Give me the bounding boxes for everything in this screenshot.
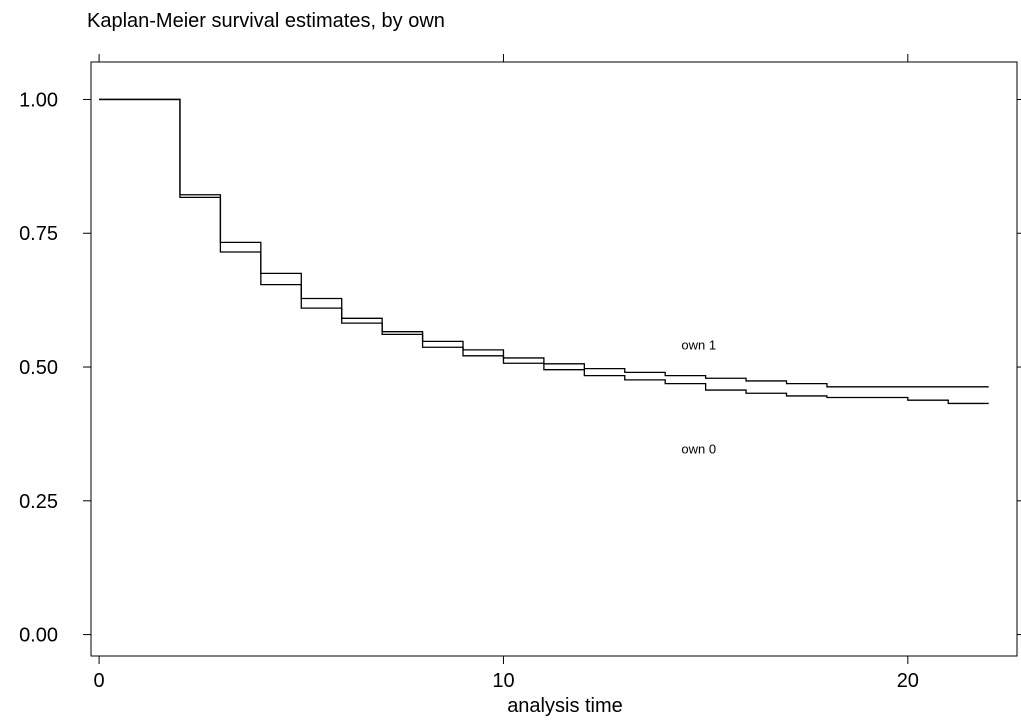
- annotation-group: own 1 own 0: [681, 337, 716, 456]
- y-tick-label: 0.00: [19, 625, 58, 647]
- plot-frame: [90, 61, 1018, 657]
- axes: 0.00 0.25 0.50 0.75 1.00 0 10 20: [19, 54, 1021, 692]
- y-tick-label: 0.25: [19, 491, 58, 513]
- y-tick-label: 0.50: [19, 357, 58, 379]
- y-tick-label: 1.00: [19, 89, 58, 111]
- x-tick-label: 0: [94, 670, 105, 692]
- x-tick-label: 10: [492, 670, 514, 692]
- y-tick-label: 0.75: [19, 223, 58, 245]
- series-group: [99, 98, 989, 405]
- curve-label: own 0: [681, 442, 716, 457]
- chart-title: Kaplan-Meier survival estimates, by own: [87, 10, 445, 32]
- survival-curve-own-0: [99, 98, 989, 405]
- survival-curve-own-1: [99, 98, 989, 388]
- x-axis-label: analysis time: [507, 695, 623, 717]
- x-tick-label: 20: [897, 670, 919, 692]
- curve-label: own 1: [681, 337, 716, 352]
